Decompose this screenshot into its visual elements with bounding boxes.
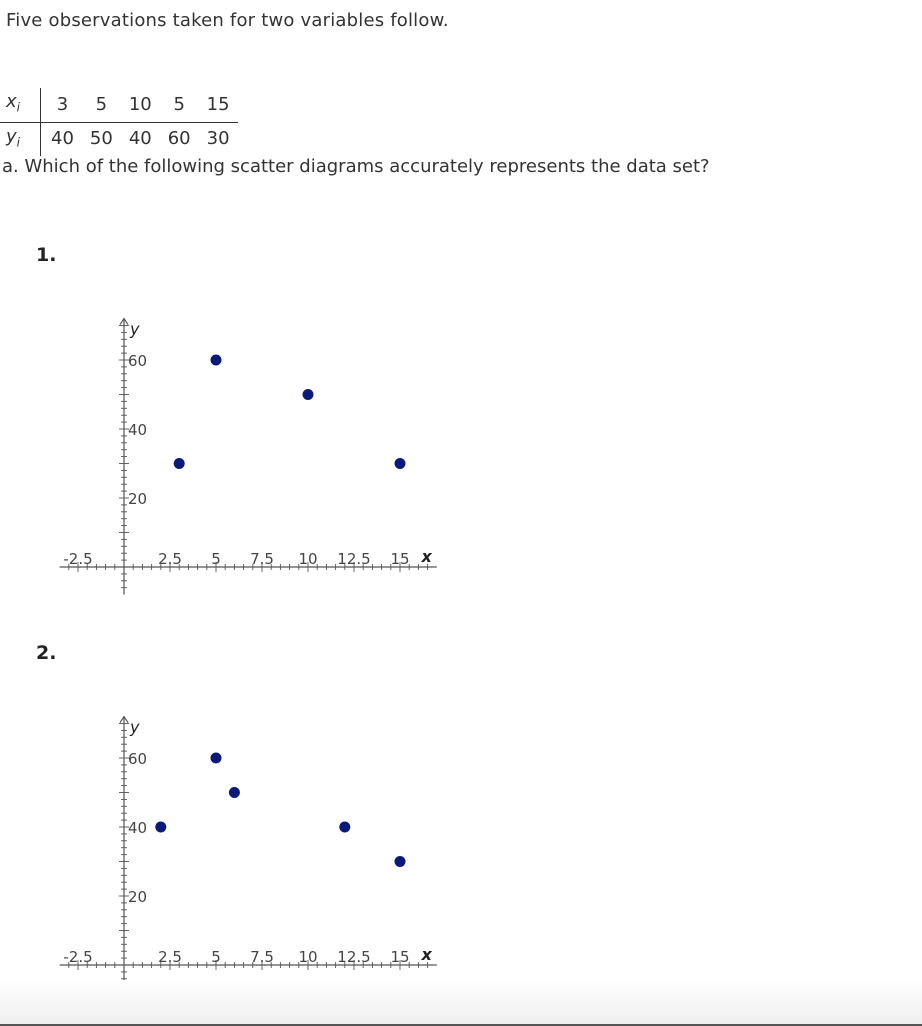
data-point [228,787,240,798]
x-tick-label: 12.5 [337,948,370,966]
y-cell: 30 [206,128,230,150]
y-axis-arrow [119,715,129,723]
y-tick-label: 40 [128,819,147,837]
option-label-1[interactable]: 1. [36,244,57,266]
footer-bar [0,980,922,1026]
x-axis-label: x [421,945,433,964]
y-cell: 60 [167,128,191,150]
data-point [155,821,167,833]
table-row-x: xi 3 5 10 5 15 [0,88,238,123]
y-tick-label: 60 [128,352,147,370]
question-text: a. Which of the following scatter diagra… [2,156,710,177]
x-tick-label: 7.5 [250,948,274,966]
x-tick-label: 2.5 [158,948,182,966]
x-tick-label: -2.5 [63,550,92,568]
table-row-y: yi 40 50 40 60 30 [0,122,238,157]
scatter-diagram-2[interactable]: -2.5 2.5 5 7.5 10 12.5 15 20 40 60 x y [0,678,560,1018]
y-cell: 50 [89,128,113,150]
x-label: x [6,91,17,112]
y-cell: 40 [39,122,82,157]
x-tick-label: 10 [298,550,317,568]
observations-table: xi 3 5 10 5 15 yi 40 50 40 60 30 [0,88,238,157]
x-tick-label: -2.5 [63,948,92,966]
x-axis-label: x [421,547,433,566]
y-tick-label: 40 [128,421,147,439]
x-cell: 5 [81,88,121,123]
y-axis-label: y [129,320,140,339]
y-axis-label: y [129,718,140,737]
scatter-diagram-1[interactable]: -2.5 2.5 5 7.5 10 12.5 15 20 40 60 x y [0,280,560,620]
y-header: yi [0,122,41,156]
data-point [339,821,351,833]
x-cell: 5 [159,88,199,123]
x-tick-label: 15 [390,550,409,568]
data-point [394,458,406,469]
x-cell: 10 [120,88,160,123]
data-point [394,856,406,867]
x-cell: 15 [198,88,238,123]
intro-text: Five observations taken for two variable… [6,10,449,31]
x-cell: 3 [39,88,82,123]
y-label: y [6,125,17,147]
x-tick-label: 12.5 [337,550,370,568]
x-tick-label: 5 [211,948,221,966]
x-tick-label: 2.5 [158,550,182,568]
x-tick-label: 10 [298,948,317,966]
y-tick-label: 20 [128,888,147,906]
x-subscript: i [16,100,20,115]
y-subscript: i [16,135,20,150]
y-cell: 40 [128,128,152,150]
x-tick-label: 15 [390,948,409,966]
data-point [210,354,222,366]
y-tick-label: 60 [128,750,147,768]
y-tick-label: 20 [128,490,147,508]
data-point [173,458,185,469]
option-label-2[interactable]: 2. [36,642,57,664]
y-axis-arrow [119,317,129,325]
x-tick-label: 5 [211,550,221,568]
data-point [302,389,314,400]
data-point [210,752,222,764]
x-tick-label: 7.5 [250,550,274,568]
x-header: xi [0,88,41,123]
